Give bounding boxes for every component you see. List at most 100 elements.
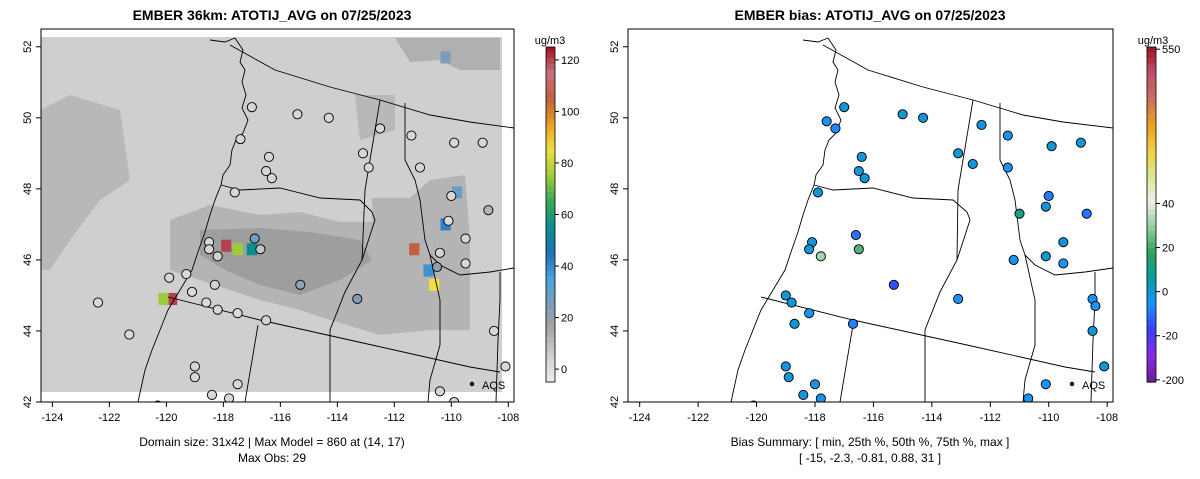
right-station-marker xyxy=(1040,379,1051,390)
left-x-tick-label: -122 xyxy=(98,412,120,424)
left-colorbar-segment xyxy=(546,91,555,98)
left-y-tick-label: 48 xyxy=(22,183,34,195)
left-colorbar-segment xyxy=(546,359,555,366)
right-station-marker xyxy=(853,166,864,177)
left-colorbar-segment xyxy=(546,214,555,221)
left-x-tick-label: -116 xyxy=(270,412,291,424)
left-station-marker xyxy=(232,379,243,390)
right-colorbar-segment xyxy=(1147,80,1156,87)
right-station-marker xyxy=(798,389,809,400)
right-colorbar-segment xyxy=(1147,309,1156,316)
left-station-marker xyxy=(357,148,369,159)
left-station-marker xyxy=(263,151,275,162)
right-colorbar-segment xyxy=(1147,136,1156,143)
left-legend: AQS xyxy=(469,380,505,392)
right-colorbar-segment xyxy=(1147,225,1156,232)
left-colorbar-segment xyxy=(546,315,555,322)
right-x-tick-label: -112 xyxy=(980,412,1001,424)
right-colorbar-segment xyxy=(1147,220,1156,227)
right-legend: AQS xyxy=(1069,380,1105,392)
right-colorbar-label: ug/m3 xyxy=(1138,35,1169,47)
left-colorbar-segment xyxy=(546,320,555,327)
right-colorbar-segment xyxy=(1147,214,1156,221)
left-x-tick-label: -110 xyxy=(441,412,462,424)
right-colorbar-segment xyxy=(1147,287,1156,294)
right-colorbar-segment xyxy=(1147,197,1156,204)
right-station-marker xyxy=(1081,208,1092,219)
right-station-marker xyxy=(1058,237,1069,248)
right-colorbar-segment xyxy=(1147,74,1156,82)
right-station-marker xyxy=(1040,201,1051,212)
right-station-marker xyxy=(815,251,826,262)
left-station-marker xyxy=(124,329,135,340)
right-colorbar-segment xyxy=(1147,242,1156,249)
left-station-marker xyxy=(164,272,175,283)
left-station-marker xyxy=(209,279,220,290)
right-colorbar-segment xyxy=(1147,158,1156,165)
left-x-tick-label: -124 xyxy=(41,412,63,424)
left-colorbar-segment xyxy=(546,119,555,126)
left-x-tick-label: -118 xyxy=(213,412,234,424)
left-colorbar-segment xyxy=(546,303,555,311)
right-colorbar-segment xyxy=(1147,348,1156,355)
left-station-marker xyxy=(352,293,363,305)
right-colorbar-segment xyxy=(1147,298,1156,305)
right-station-marker xyxy=(1002,130,1013,141)
right-x-ticks: -124 -122 -120 -118 -116 -114 -112 -110 -108 xyxy=(629,402,1118,424)
left-footer-line-2: Max Obs: 29 xyxy=(238,451,306,465)
right-station-marker xyxy=(1043,190,1054,202)
right-x-tick-label: -118 xyxy=(804,412,825,424)
left-station-marker xyxy=(189,372,200,383)
right-colorbar-tick-label: 550 xyxy=(1162,44,1180,56)
right-station-marker xyxy=(1046,141,1057,152)
left-station-marker xyxy=(406,130,417,141)
left-colorbar-segment xyxy=(546,203,555,210)
left-y-tick-label: 50 xyxy=(22,112,34,124)
left-x-tick-label: -112 xyxy=(384,412,405,424)
right-station-marker xyxy=(850,229,861,241)
left-colorbar-segment xyxy=(546,242,555,249)
left-station-marker xyxy=(189,361,200,372)
right-station-marker xyxy=(1087,325,1098,337)
left-colorbar-segment xyxy=(546,181,555,188)
left-station-marker xyxy=(460,258,471,269)
right-colorbar-segment xyxy=(1147,63,1156,70)
left-colorbar-segment xyxy=(546,248,555,255)
left-station-marker xyxy=(489,325,500,337)
right-colorbar-segment xyxy=(1147,181,1156,188)
left-colorbar-segment xyxy=(546,97,555,104)
left-colorbar-tick-label: 0 xyxy=(561,364,567,376)
left-colorbar-segment xyxy=(546,253,555,260)
right-station-marker xyxy=(830,123,841,134)
right-stations xyxy=(750,102,1110,402)
right-colorbar-segment xyxy=(1147,47,1156,54)
left-station-marker xyxy=(483,205,494,216)
left-y-tick-label: 44 xyxy=(22,325,34,337)
left-legend-label: AQS xyxy=(482,380,505,392)
right-station-marker xyxy=(780,361,791,372)
left-colorbar-segment xyxy=(546,326,555,333)
right-colorbar-segment xyxy=(1147,303,1156,311)
right-y-tick-label: 48 xyxy=(609,183,621,195)
right-plot-bg xyxy=(628,29,1113,402)
left-station-marker xyxy=(443,215,454,226)
right-colorbar-segment xyxy=(1147,275,1156,283)
right-footer-line-1: Bias Summary: [ min, 25th %, 50th %, 75t… xyxy=(731,435,1010,449)
right-station-marker xyxy=(789,318,800,329)
right-station-marker xyxy=(1075,137,1086,148)
right-colorbar-segment xyxy=(1147,315,1156,322)
right-colorbar-segment xyxy=(1147,108,1156,115)
left-colorbar-segment xyxy=(546,376,555,383)
left-station-marker xyxy=(449,137,460,148)
right-station-marker xyxy=(953,293,964,305)
left-colorbar-segment xyxy=(546,69,555,76)
right-legend-dot xyxy=(1069,381,1075,387)
right-colorbar-segment xyxy=(1147,359,1156,366)
right-station-marker xyxy=(856,151,867,162)
right-y-tick-label: 52 xyxy=(609,41,621,53)
right-colorbar-segment xyxy=(1147,175,1156,182)
left-station-marker xyxy=(201,297,212,308)
left-colorbar-segment xyxy=(546,281,555,288)
right-station-marker xyxy=(839,102,850,113)
